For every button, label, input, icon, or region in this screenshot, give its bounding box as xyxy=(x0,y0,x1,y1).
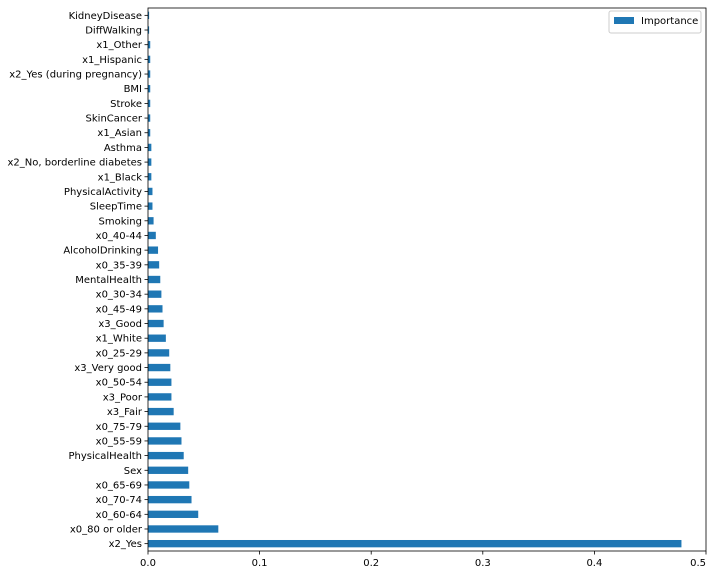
y-tick-label: SkinCancer xyxy=(86,114,143,125)
bar xyxy=(148,231,156,240)
bar xyxy=(148,407,174,416)
y-tick-label: MentalHealth xyxy=(75,275,142,286)
bar xyxy=(148,451,184,460)
y-tick-label: x3_Fair xyxy=(107,407,143,418)
x-tick-labels: 0.0 0.1 0.2 0.3 0.4 0.5 xyxy=(140,551,707,569)
bar xyxy=(148,70,151,78)
y-tick-label: AlcoholDrinking xyxy=(63,246,142,257)
y-tick-label: Smoking xyxy=(99,216,142,227)
y-tick-label: BMI xyxy=(124,84,142,95)
bar xyxy=(148,466,189,474)
x-tick-label: 0.0 xyxy=(140,558,156,569)
bar xyxy=(148,393,172,401)
bars-group xyxy=(148,11,682,548)
y-tick-label: x0_50-54 xyxy=(96,378,142,389)
bar xyxy=(148,41,151,49)
y-tick-label: x3_Good xyxy=(98,319,142,330)
y-tick-label: PhysicalActivity xyxy=(64,187,142,198)
y-tick-label: x0_60-64 xyxy=(96,510,142,521)
bar xyxy=(148,99,151,108)
y-tick-label: x0_45-49 xyxy=(96,304,142,315)
y-tick-label: x1_Other xyxy=(96,40,143,51)
y-tick-label: x0_30-34 xyxy=(96,290,142,301)
bar xyxy=(148,363,171,372)
x-tick-label: 0.4 xyxy=(586,558,602,569)
y-tick-label: x1_Hispanic xyxy=(82,55,142,66)
bar xyxy=(148,378,172,386)
y-tick-label: Sex xyxy=(124,466,142,477)
bar xyxy=(148,55,151,64)
y-tick-label: x0_80 or older xyxy=(70,524,143,535)
bar xyxy=(148,334,166,342)
bar xyxy=(148,481,190,489)
bar xyxy=(148,305,163,313)
bar xyxy=(148,114,151,122)
y-tick-label: x0_25-29 xyxy=(96,348,142,359)
y-tick-label: x1_White xyxy=(96,334,142,345)
bar xyxy=(148,129,151,137)
x-tick-label: 0.1 xyxy=(252,558,268,569)
y-tick-label: x1_Black xyxy=(98,172,143,183)
y-tick-label: x3_Very good xyxy=(74,363,142,374)
bar xyxy=(148,26,150,34)
y-tick-label: x0_70-74 xyxy=(96,495,142,506)
bar xyxy=(148,510,199,518)
bar xyxy=(148,319,164,328)
y-tick-label: PhysicalHealth xyxy=(68,451,142,462)
y-tick-label: x0_35-39 xyxy=(96,260,142,271)
plot-area xyxy=(148,8,706,551)
x-tick-label: 0.3 xyxy=(475,558,491,569)
bar xyxy=(148,261,160,269)
bar xyxy=(148,11,150,20)
bar xyxy=(148,422,181,430)
y-tick-label: x0_55-59 xyxy=(96,436,142,447)
legend-box xyxy=(608,10,702,34)
bar xyxy=(148,246,159,254)
y-tick-label: x2_No, borderline diabetes xyxy=(7,158,142,169)
y-tick-label: Stroke xyxy=(110,99,142,110)
legend-label: Importance xyxy=(641,16,698,27)
y-tick-labels: x2_Yes x0_80 or older x0_60-64 x0_70-74 x0_6… xyxy=(7,11,148,550)
y-tick-label: x0_75-79 xyxy=(96,422,142,433)
y-tick-label: x1_Asian xyxy=(97,128,142,139)
legend: Importance xyxy=(608,10,702,34)
bar xyxy=(148,437,182,445)
bar xyxy=(148,539,682,548)
bar xyxy=(148,290,162,298)
bar xyxy=(148,217,154,225)
legend-swatch xyxy=(614,17,634,24)
plot-frame xyxy=(147,7,707,552)
bar xyxy=(148,173,152,181)
y-tick-label: DiffWalking xyxy=(85,26,142,37)
bar xyxy=(148,85,151,93)
bar xyxy=(148,187,153,196)
bar xyxy=(148,525,219,533)
y-tick-label: Asthma xyxy=(104,143,142,154)
y-tick-label: SleepTime xyxy=(90,202,142,213)
bar xyxy=(148,202,153,210)
bar xyxy=(148,349,170,357)
bar xyxy=(148,158,152,166)
x-tick-label: 0.5 xyxy=(690,558,706,569)
y-tick-label: x0_40-44 xyxy=(96,231,142,242)
y-tick-label: KidneyDisease xyxy=(69,11,142,22)
y-tick-label: x2_Yes xyxy=(109,539,142,550)
bar xyxy=(148,143,152,152)
y-tick-label: x0_65-69 xyxy=(96,480,142,491)
bar xyxy=(148,275,161,284)
bar xyxy=(148,495,192,504)
y-tick-label: x2_Yes (during pregnancy) xyxy=(9,70,142,81)
x-tick-label: 0.2 xyxy=(363,558,379,569)
y-tick-label: x3_Poor xyxy=(103,392,143,403)
